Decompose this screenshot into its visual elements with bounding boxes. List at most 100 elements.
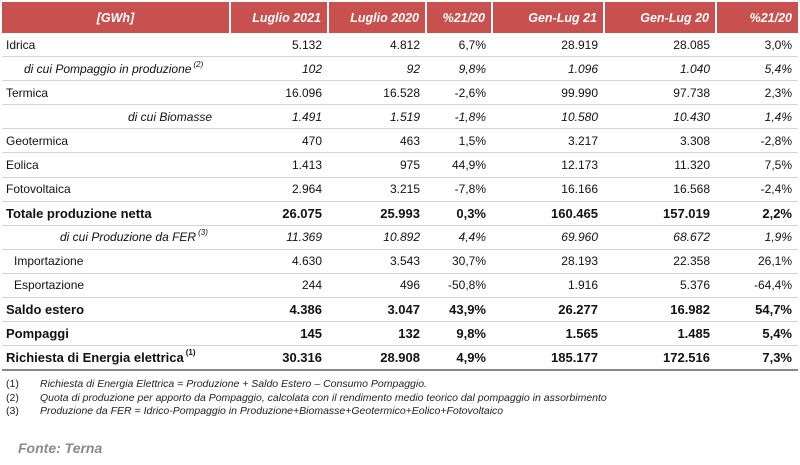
table-cell: 3.217	[492, 128, 604, 154]
table-cell: 16.096	[230, 80, 328, 106]
row-label-text: Richiesta di Energia elettrica	[6, 350, 184, 366]
table-cell: -64,4%	[716, 273, 798, 299]
row-label-text: Importazione	[14, 254, 84, 269]
table-cell: 3,0%	[716, 33, 798, 58]
table-row: Totale produzione netta 26.075 25.993 0,3% 1…	[2, 201, 798, 226]
table-cell: 470	[230, 128, 328, 154]
row-label: Richiesta di Energia elettrica (1)	[2, 345, 230, 372]
table-cell: 1.916	[492, 273, 604, 299]
table-cell: 132	[328, 321, 426, 347]
table-cell: 10.430	[604, 104, 716, 130]
footnote-ref: (3)	[198, 228, 208, 238]
table-cell: -2,8%	[716, 128, 798, 154]
table-cell: 4.812	[328, 33, 426, 58]
table-row: Richiesta di Energia elettrica (1) 30.316 2…	[2, 345, 798, 372]
table-cell: 26,1%	[716, 249, 798, 274]
table-row: di cui Biomasse 1.491 1.519 -1,8% 10.580 10.4…	[2, 104, 798, 130]
row-label-text: Fotovoltaica	[6, 182, 71, 197]
table-cell: 1.413	[230, 152, 328, 178]
table-row: di cui Produzione da FER (3) 11.369 10.892 4…	[2, 225, 798, 250]
footnote-ref: (1)	[185, 348, 196, 358]
row-label-text: Pompaggi	[6, 326, 69, 342]
table-cell: 9,8%	[426, 321, 492, 347]
header-luglio-2020: Luglio 2020	[328, 2, 427, 33]
table-cell: 4,4%	[426, 225, 492, 250]
header-gen-lug-21: Gen-Lug 21	[492, 2, 605, 33]
row-label-text: Idrica	[6, 37, 36, 52]
table-cell: 4.386	[230, 297, 328, 323]
table-cell: 28.919	[492, 33, 604, 58]
table-cell: 11.369	[230, 225, 328, 250]
header-gen-lug-20: Gen-Lug 20	[604, 2, 717, 33]
row-label: Eolica	[2, 152, 230, 178]
table-row: Importazione 4.630 3.543 30,7% 28.193 22.358 2…	[2, 249, 798, 274]
row-label: Geotermica	[2, 128, 230, 154]
table-cell: 160.465	[492, 201, 604, 226]
table-cell: 16.528	[328, 80, 426, 106]
table-cell: -1,8%	[426, 104, 492, 130]
table-cell: 172.516	[604, 345, 716, 372]
table-cell: 9,8%	[426, 56, 492, 82]
table-cell: 5.376	[604, 273, 716, 299]
row-label: di cui Produzione da FER (3)	[2, 225, 230, 250]
header-pct-month: %21/20	[426, 2, 493, 33]
table-cell: 185.177	[492, 345, 604, 372]
row-label-text: Esportazione	[14, 278, 85, 293]
table-cell: 2,2%	[716, 201, 798, 226]
row-label: Fotovoltaica	[2, 177, 230, 202]
footnote: (2) Quota di produzione per apporto da Po…	[6, 392, 607, 406]
footnote-text: Quota di produzione per apporto da Pompa…	[40, 391, 607, 404]
row-label-text: Geotermica	[6, 133, 69, 148]
table-body: Idrica 5.132 4.812 6,7% 28.919 28.085 3,0% di c…	[2, 33, 798, 372]
row-label-text: Saldo estero	[6, 302, 85, 318]
header-pct-ytd: %21/20	[716, 2, 798, 33]
table-cell: 26.075	[230, 201, 328, 226]
footnote-key: (2)	[6, 391, 19, 404]
table-cell: 496	[328, 273, 426, 299]
footnote-text: Richiesta di Energia Elettrica = Produzi…	[40, 378, 427, 390]
table-cell: 102	[230, 56, 328, 82]
footnote-key: (3)	[6, 405, 19, 417]
table-cell: 1.096	[492, 56, 604, 82]
row-label-text: Totale produzione netta	[6, 205, 152, 221]
table-cell: 26.277	[492, 297, 604, 323]
footnote-key: (1)	[6, 378, 19, 390]
table-cell: 3.047	[328, 297, 426, 323]
table-cell: 10.580	[492, 104, 604, 130]
row-label-text: di cui Pompaggio in produzione	[24, 61, 192, 76]
table-cell: 30.316	[230, 345, 328, 372]
row-label: Esportazione	[2, 273, 230, 299]
table-row: Esportazione 244 496 -50,8% 1.916 5.376 -64,4%	[2, 273, 798, 299]
table-header: [GWh] Luglio 2021 Luglio 2020 %21/20 Gen…	[2, 2, 798, 33]
table-cell: 4.630	[230, 249, 328, 274]
table-row: di cui Pompaggio in produzione (2) 102 92 9,…	[2, 56, 798, 82]
table-cell: 463	[328, 128, 426, 154]
table-row: Idrica 5.132 4.812 6,7% 28.919 28.085 3,0%	[2, 33, 798, 58]
table-row: Fotovoltaica 2.964 3.215 -7,8% 16.166 16.568-…	[2, 177, 798, 202]
table-cell: 145	[230, 321, 328, 347]
energy-report: [GWh] Luglio 2021 Luglio 2020 %21/20 Gen…	[2, 2, 798, 372]
table-cell: 157.019	[604, 201, 716, 226]
table-cell: -50,8%	[426, 273, 492, 299]
table-row: Termica 16.096 16.528 -2,6% 99.990 97.738 2,3%	[2, 80, 798, 106]
table-row: Saldo estero 4.386 3.047 43,9% 26.277 16.982 5…	[2, 297, 798, 323]
row-label: Idrica	[2, 33, 230, 58]
table-cell: 0,3%	[426, 201, 492, 226]
table-cell: 2,3%	[716, 80, 798, 106]
footnote: (3) Produzione da FER = Idrico-Pompaggio …	[6, 405, 607, 419]
row-label: di cui Pompaggio in produzione (2)	[2, 56, 230, 82]
table-cell: 44,9%	[426, 152, 492, 178]
source-label: Fonte: Terna	[18, 440, 103, 456]
table-row: Eolica 1.413 975 44,9% 12.173 11.320 7,5%	[2, 152, 798, 178]
table-cell: 16.166	[492, 177, 604, 202]
row-label: di cui Biomasse	[2, 104, 230, 130]
table-cell: 28.193	[492, 249, 604, 274]
table-cell: 97.738	[604, 80, 716, 106]
table-cell: 1,5%	[426, 128, 492, 154]
table-cell: 975	[328, 152, 426, 178]
table-cell: 28.908	[328, 345, 426, 372]
table-cell: -2,4%	[716, 177, 798, 202]
footnote-text: Produzione da FER = Idrico-Pompaggio in …	[40, 405, 504, 417]
table-cell: 7,3%	[716, 345, 798, 372]
table-cell: -7,8%	[426, 177, 492, 202]
